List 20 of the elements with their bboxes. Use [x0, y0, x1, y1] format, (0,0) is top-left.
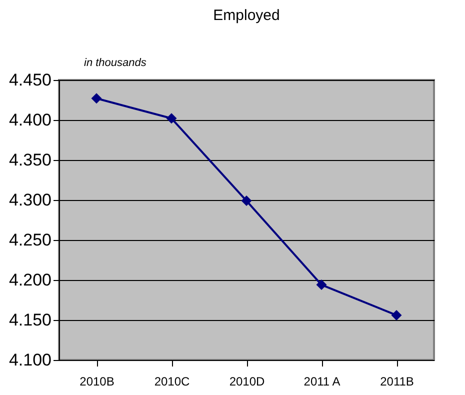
y-tick-label: 4.400 [8, 110, 52, 130]
x-tick-label: 2010D [229, 374, 266, 388]
x-tick-label: 2011B [380, 374, 414, 388]
y-tick-label: 4.100 [8, 350, 52, 370]
y-tick-label: 4.300 [8, 190, 52, 210]
point [241, 196, 252, 206]
chart-title: Employed [213, 7, 280, 24]
x-tick-label: 2010B [80, 374, 114, 388]
point [166, 113, 177, 124]
x-tick-label: 2011 A [304, 374, 340, 388]
y-tick-label: 4.250 [8, 230, 52, 250]
point [91, 93, 102, 104]
y-tick-label: 4.150 [8, 310, 52, 330]
point [316, 280, 327, 290]
x-tick-label: 2010C [154, 374, 190, 388]
point [391, 310, 402, 320]
y-tick-label: 4.450 [8, 70, 52, 90]
y-tick-label: 4.350 [8, 150, 52, 170]
chart-subtitle: in thousands [84, 57, 147, 69]
y-tick-label: 4.200 [8, 270, 52, 290]
